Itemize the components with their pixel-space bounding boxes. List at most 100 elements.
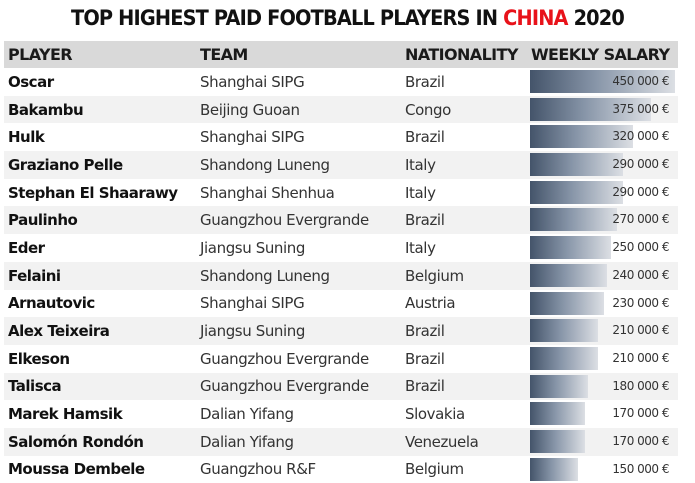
team-name: Jiangsu Suning: [200, 322, 306, 341]
player-name: Hulk: [8, 128, 45, 147]
table-row: Marek Hamsik Dalian Yifang Slovakia 170 000…: [4, 400, 678, 428]
salary-value: 270 000 €: [612, 212, 669, 227]
nationality: Brazil: [405, 349, 445, 368]
salary-value: 290 000 €: [612, 184, 669, 199]
salary-cell: 290 000 €: [530, 153, 675, 177]
title-suffix: 2020: [567, 6, 625, 30]
salary-data-bar: [530, 429, 585, 453]
player-name: Paulinho: [8, 211, 78, 230]
table-row: Graziano Pelle Shandong Luneng Italy 290 00…: [4, 151, 678, 179]
player-name: Elkeson: [8, 349, 70, 368]
salary-value: 180 000 €: [612, 378, 669, 393]
team-name: Shanghai SIPG: [200, 72, 305, 91]
salary-cell: 320 000 €: [530, 125, 675, 149]
salary-value: 290 000 €: [612, 157, 669, 172]
salary-data-bar: [530, 457, 579, 481]
salary-cell: 230 000 €: [530, 291, 675, 315]
salary-data-bar: [530, 374, 588, 398]
player-name: Marek Hamsik: [8, 405, 123, 424]
nationality: Slovakia: [405, 405, 465, 424]
table-row: Alex Teixeira Jiangsu Suning Brazil 210 000…: [4, 317, 678, 345]
salary-data-bar: [530, 319, 598, 343]
table-row: Elkeson Guangzhou Evergrande Brazil 210 000…: [4, 344, 678, 373]
player-name: Oscar: [8, 72, 54, 91]
table-row: Stephan El Shaarawy Shanghai Shenhua Italy…: [4, 178, 678, 207]
salary-data-bar: [530, 180, 624, 204]
nationality: Belgium: [405, 460, 464, 479]
team-name: Dalian Yifang: [200, 432, 294, 451]
salary-value: 250 000 €: [612, 240, 669, 255]
salary-cell: 250 000 €: [530, 236, 675, 260]
salary-cell: 210 000 €: [530, 319, 675, 343]
salary-data-bar: [530, 70, 675, 93]
table-row: Oscar Shanghai SIPG Brazil 450 000 €: [4, 68, 678, 96]
salary-cell: 180 000 €: [530, 374, 675, 398]
team-name: Shanghai SIPG: [200, 294, 305, 313]
header-weekly-salary: WEEKLY SALARY: [531, 45, 670, 64]
salary-data-bar: [530, 125, 634, 149]
table-row: Salomón Rondón Dalian Yifang Venezuela 170 …: [4, 427, 678, 456]
nationality: Italy: [405, 238, 436, 257]
player-name: Salomón Rondón: [8, 432, 144, 451]
salary-data-bar: [530, 97, 651, 121]
title-prefix: TOP HIGHEST PAID FOOTBALL PLAYERS IN: [70, 6, 504, 30]
player-name: Moussa Dembele: [8, 460, 145, 479]
player-name: Felaini: [8, 266, 61, 285]
salary-data-bar: [530, 153, 624, 177]
salary-cell: 270 000 €: [530, 208, 675, 232]
table-body: Oscar Shanghai SIPG Brazil 450 000 € Bakambu…: [4, 68, 678, 483]
salary-cell: 375 000 €: [530, 97, 675, 121]
team-name: Shandong Luneng: [200, 155, 330, 174]
nationality: Brazil: [405, 72, 445, 91]
salary-value: 170 000 €: [612, 433, 669, 448]
team-name: Guangzhou R&F: [200, 460, 316, 479]
player-name: Bakambu: [8, 100, 84, 119]
player-name: Arnautovic: [8, 294, 95, 313]
salary-cell: 450 000 €: [530, 70, 675, 93]
team-name: Guangzhou Evergrande: [200, 211, 369, 230]
salary-cell: 210 000 €: [530, 346, 675, 370]
player-name: Talisca: [8, 377, 62, 396]
table-row: Moussa Dembele Guangzhou R&F Belgium 150 00…: [4, 455, 678, 483]
salary-cell: 290 000 €: [530, 180, 675, 204]
title-highlight-country: CHINA: [503, 6, 568, 30]
salary-value: 375 000 €: [612, 101, 669, 116]
team-name: Shandong Luneng: [200, 266, 330, 285]
salary-cell: 170 000 €: [530, 429, 675, 453]
salary-data-bar: [530, 236, 611, 260]
salary-value: 170 000 €: [612, 406, 669, 421]
table-row: Arnautovic Shanghai SIPG Austria 230 000 €: [4, 289, 678, 318]
salary-value: 240 000 €: [612, 267, 669, 282]
player-name: Stephan El Shaarawy: [8, 183, 178, 202]
salary-cell: 150 000 €: [530, 457, 675, 481]
player-name: Eder: [8, 238, 45, 257]
table-row: Hulk Shanghai SIPG Brazil 320 000 €: [4, 123, 678, 152]
salary-value: 320 000 €: [612, 129, 669, 144]
salary-value: 450 000 €: [612, 74, 669, 88]
chart-title: TOP HIGHEST PAID FOOTBALL PLAYERS IN CHI…: [28, 6, 667, 30]
team-name: Guangzhou Evergrande: [200, 377, 369, 396]
salary-value: 230 000 €: [612, 295, 669, 310]
salary-data-bar: [530, 208, 617, 232]
salary-cell: 170 000 €: [530, 402, 675, 426]
salary-value: 210 000 €: [612, 350, 669, 365]
team-name: Shanghai Shenhua: [200, 183, 335, 202]
nationality: Brazil: [405, 128, 445, 147]
header-row: PLAYER TEAM NATIONALITY WEEKLY SALARY: [4, 41, 678, 68]
player-name: Alex Teixeira: [8, 322, 110, 341]
table-row: Eder Jiangsu Suning Italy 250 000 €: [4, 234, 678, 262]
nationality: Venezuela: [405, 432, 479, 451]
team-name: Beijing Guoan: [200, 100, 300, 119]
table-row: Paulinho Guangzhou Evergrande Brazil 270 00…: [4, 206, 678, 235]
salary-value: 210 000 €: [612, 323, 669, 338]
nationality: Austria: [405, 294, 456, 313]
salary-data-bar: [530, 346, 598, 370]
header-nationality: NATIONALITY: [405, 45, 518, 64]
team-name: Dalian Yifang: [200, 405, 294, 424]
header-player: PLAYER: [8, 45, 73, 64]
salary-value: 150 000 €: [612, 461, 669, 476]
team-name: Shanghai SIPG: [200, 128, 305, 147]
table-row: Bakambu Beijing Guoan Congo 375 000 €: [4, 95, 678, 124]
nationality: Brazil: [405, 211, 445, 230]
nationality: Belgium: [405, 266, 464, 285]
